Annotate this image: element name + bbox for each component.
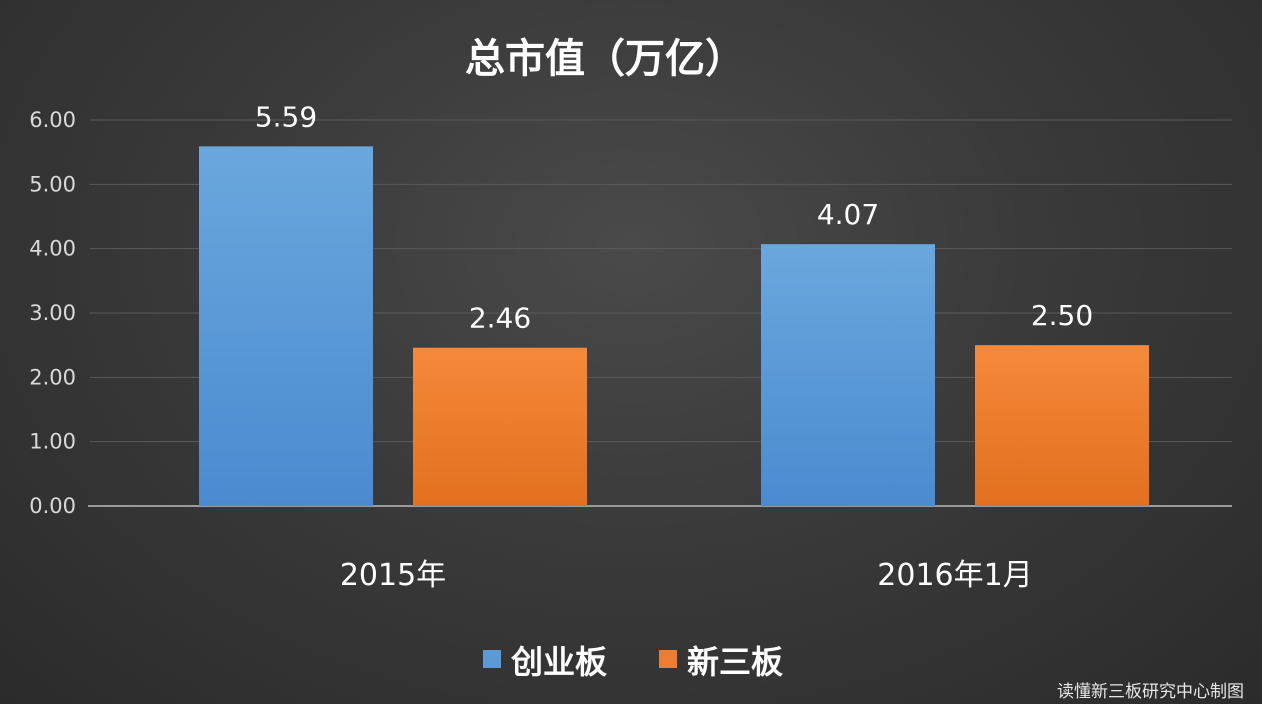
x-axis-category-labels: 2015年 2016年1月: [340, 558, 1033, 593]
legend-label: 创业板: [510, 643, 607, 681]
x-category-label: 2016年1月: [877, 558, 1032, 593]
bar: [975, 345, 1149, 506]
data-label: 4.07: [817, 198, 879, 231]
bar: [199, 146, 373, 507]
bars: [199, 146, 1149, 507]
data-label: 2.50: [1031, 299, 1093, 332]
credit-text: 读懂新三板研究中心制图: [1057, 682, 1244, 702]
y-tick-label: 6.00: [29, 108, 76, 132]
legend: 创业板 新三板: [483, 643, 783, 681]
data-labels: 5.59 2.46 4.07 2.50: [255, 100, 1093, 334]
data-label: 2.46: [469, 302, 531, 335]
legend-label: 新三板: [687, 643, 783, 681]
x-category-label: 2015年: [340, 558, 446, 593]
bar: [413, 347, 587, 506]
legend-swatch: [483, 650, 501, 668]
y-tick-label: 2.00: [29, 365, 76, 389]
data-label: 5.59: [255, 100, 317, 133]
y-tick-label: 4.00: [29, 237, 76, 261]
y-tick-label: 3.00: [29, 301, 76, 325]
y-tick-label: 1.00: [29, 430, 76, 454]
y-tick-label: 5.00: [29, 172, 76, 196]
y-tick-label: 0.00: [29, 494, 76, 518]
chart-title: 总市值（万亿）: [465, 36, 745, 82]
bar: [761, 244, 935, 506]
legend-swatch: [659, 650, 677, 668]
y-axis-tick-labels: 0.00 1.00 2.00 3.00 4.00 5.00 6.00: [29, 108, 76, 518]
